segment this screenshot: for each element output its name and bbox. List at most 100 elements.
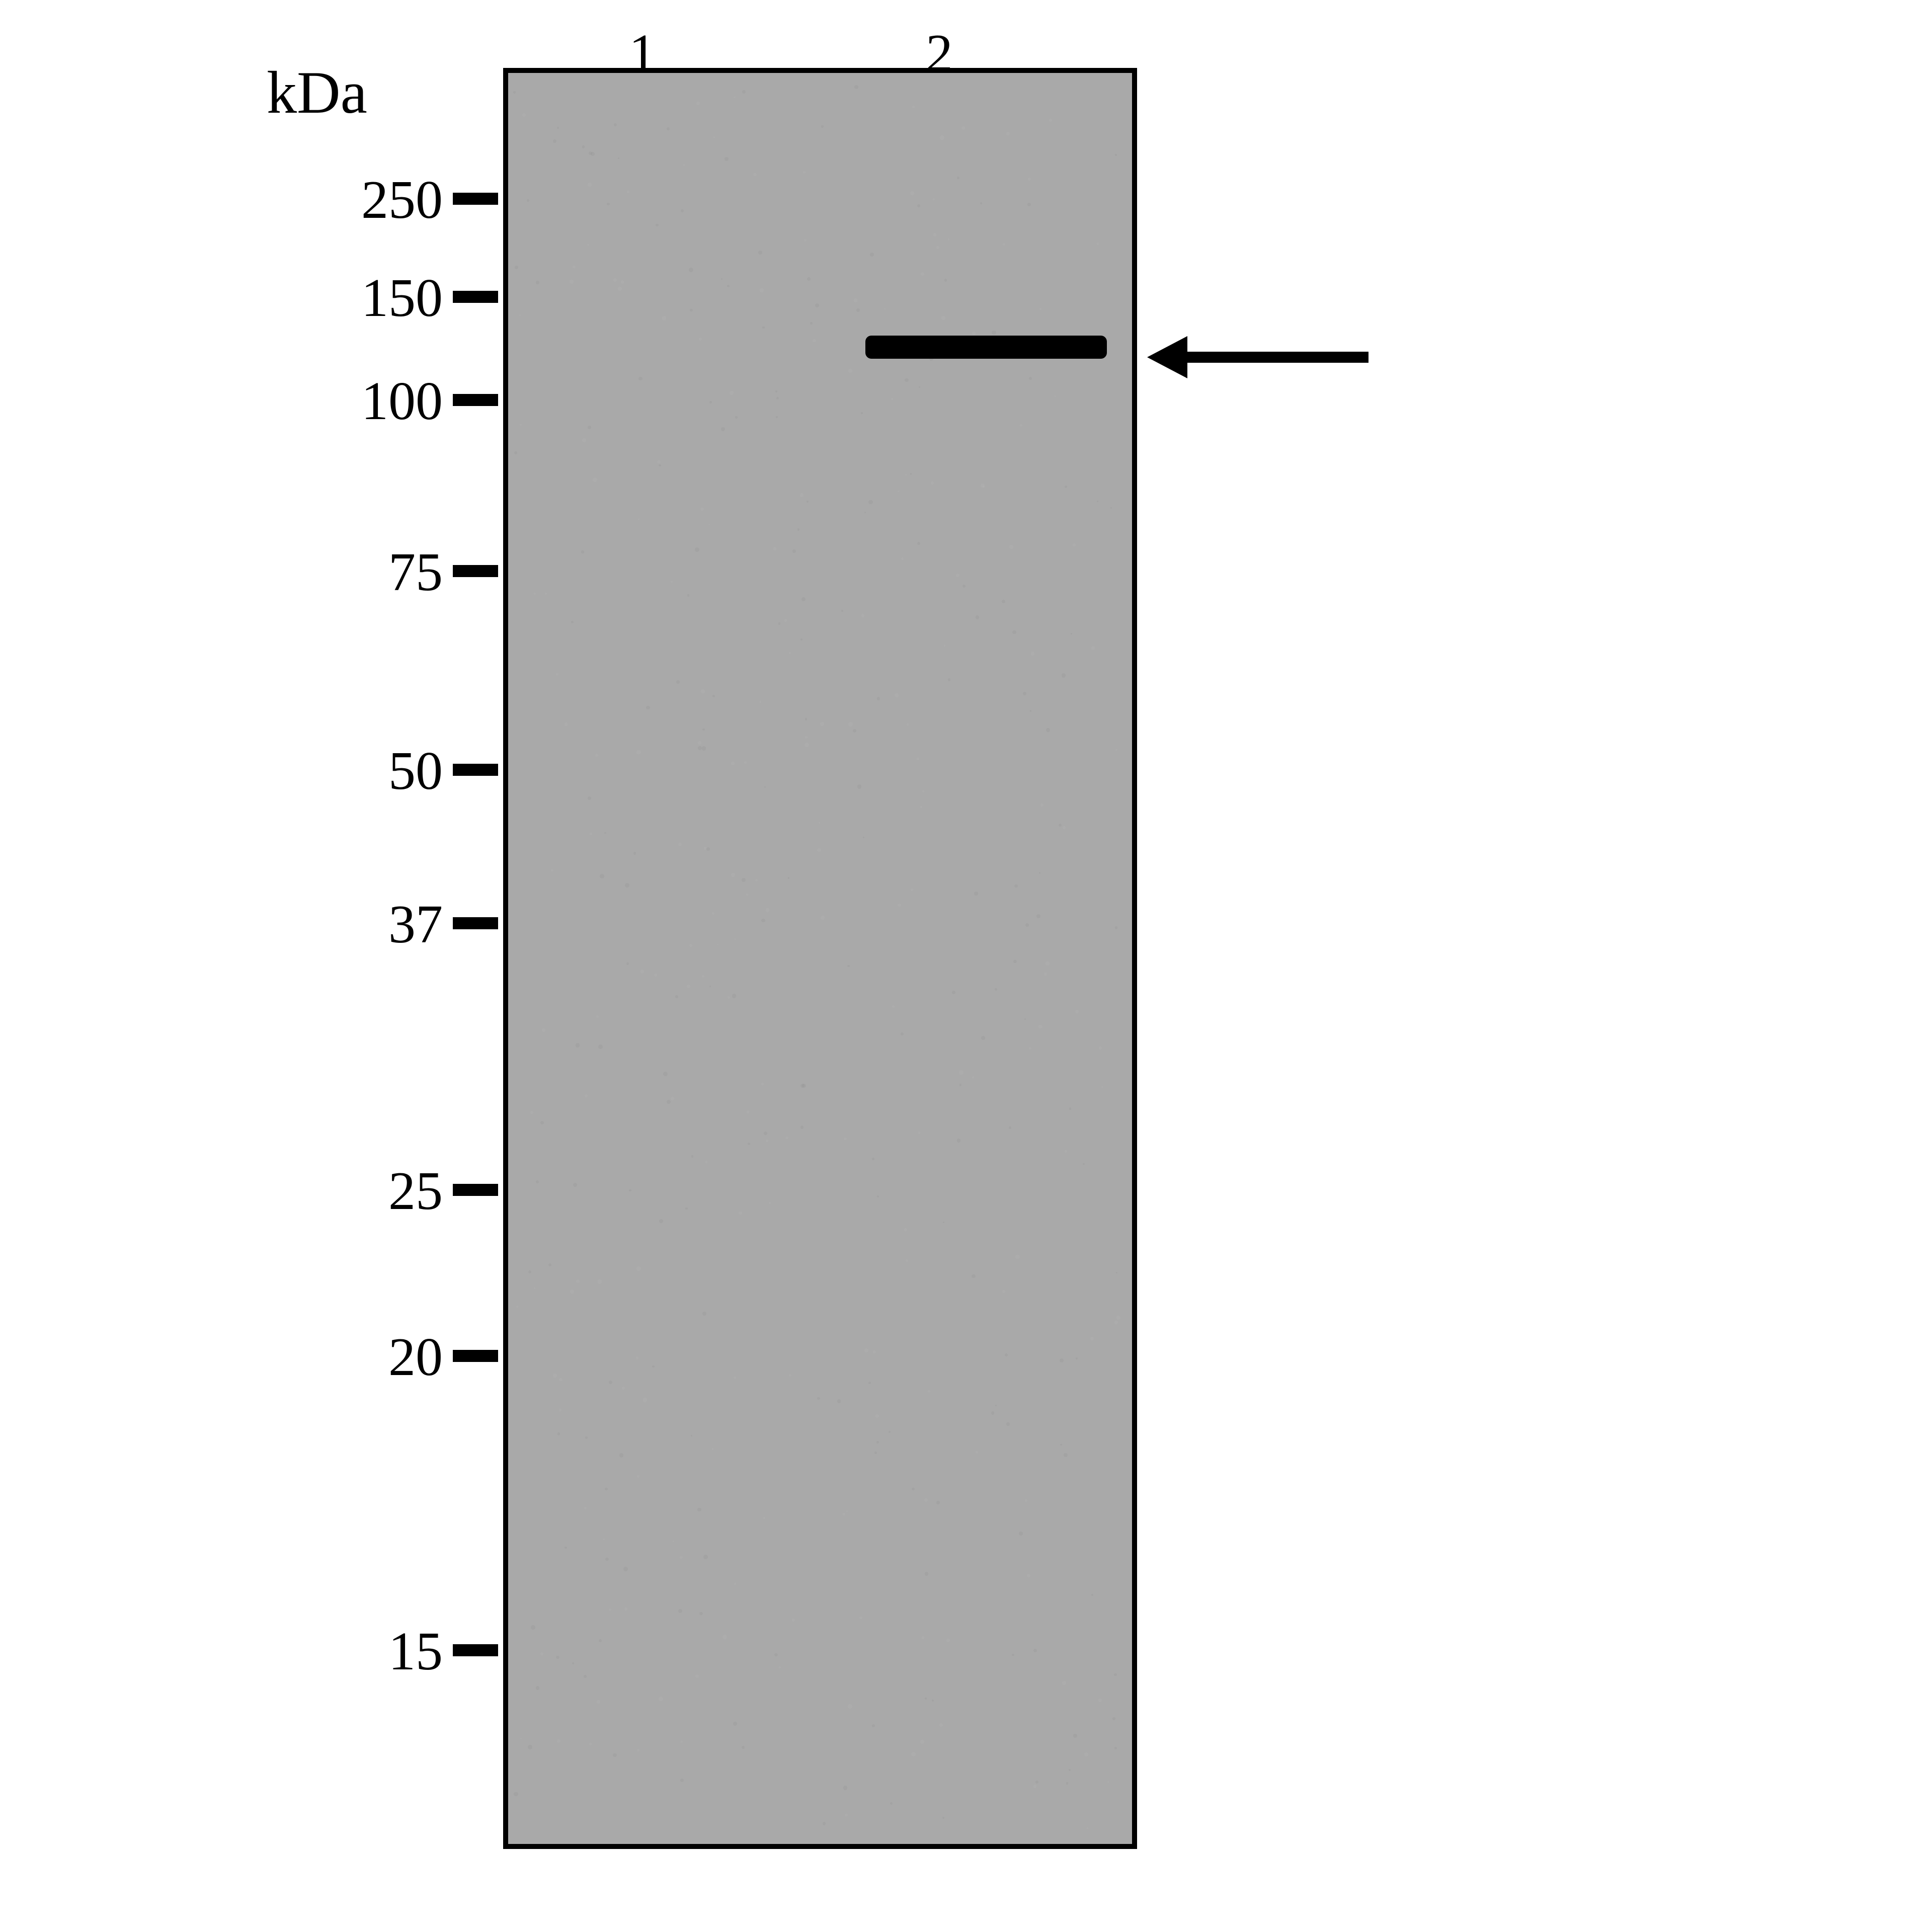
noise-speckle	[1046, 728, 1050, 732]
noise-speckle	[895, 693, 899, 697]
western-blot-figure: kDa 12 250150100755037252015	[0, 0, 1932, 1932]
noise-speckle	[792, 549, 796, 553]
noise-speckle	[910, 473, 912, 475]
noise-speckle	[527, 199, 529, 202]
noise-speckle	[530, 1111, 533, 1114]
noise-speckle	[516, 1306, 518, 1308]
noise-speckle	[1029, 1047, 1031, 1050]
noise-speckle	[815, 303, 819, 307]
mw-label-25: 25	[388, 1160, 443, 1223]
noise-speckle	[922, 790, 924, 792]
noise-speckle	[557, 127, 559, 129]
noise-speckle	[898, 491, 899, 492]
noise-speckle	[884, 308, 886, 309]
noise-speckle	[551, 869, 553, 871]
noise-speckle	[1099, 1046, 1101, 1049]
noise-speckle	[789, 1374, 791, 1377]
noise-speckle	[817, 848, 821, 852]
noise-speckle	[800, 493, 804, 497]
noise-speckle	[636, 1356, 638, 1359]
noise-speckle	[725, 157, 729, 161]
noise-speckle	[656, 224, 658, 226]
noise-speckle	[731, 873, 735, 877]
noise-speckle	[961, 126, 965, 130]
noise-speckle	[762, 327, 764, 329]
noise-speckle	[774, 1653, 778, 1657]
noise-speckle	[1015, 1255, 1019, 1259]
noise-speckle	[877, 1195, 879, 1197]
noise-speckle	[854, 298, 857, 302]
noise-speckle	[901, 557, 904, 560]
noise-speckle	[753, 173, 757, 177]
noise-speckle	[1049, 119, 1052, 122]
noise-speckle	[1039, 872, 1040, 873]
noise-speckle	[652, 1365, 655, 1368]
noise-speckle	[605, 1558, 609, 1561]
noise-speckle	[742, 878, 746, 882]
mw-label-37: 37	[388, 894, 443, 956]
noise-speckle	[823, 1822, 826, 1825]
noise-speckle	[700, 508, 703, 511]
noise-speckle	[1009, 1126, 1011, 1129]
noise-speckle	[1012, 1654, 1014, 1656]
noise-speckle	[943, 1222, 944, 1223]
mw-tick-100	[453, 394, 498, 406]
mw-tick-150	[453, 291, 498, 303]
noise-speckle	[911, 889, 913, 891]
noise-speckle	[1020, 424, 1022, 427]
noise-speckle	[607, 203, 609, 205]
noise-speckle	[576, 1279, 580, 1283]
noise-speckle	[702, 746, 706, 751]
mw-label-20: 20	[388, 1326, 443, 1389]
mw-tick-37	[453, 917, 498, 929]
noise-speckle	[676, 680, 680, 684]
noise-speckle	[747, 1110, 749, 1113]
noise-speckle	[1023, 692, 1026, 695]
noise-speckle	[553, 139, 556, 143]
noise-speckle	[1098, 1699, 1101, 1702]
noise-speckle	[1116, 1272, 1117, 1273]
noise-speckle	[659, 1697, 663, 1701]
noise-speckle	[804, 239, 807, 242]
noise-speckle	[545, 593, 547, 595]
noise-speckle	[744, 761, 747, 764]
noise-speckle	[705, 1161, 707, 1163]
noise-speckle	[706, 847, 710, 851]
noise-speckle	[643, 1398, 647, 1402]
noise-speckle	[1090, 1337, 1094, 1340]
blot-membrane	[503, 68, 1137, 1849]
noise-speckle	[697, 1508, 701, 1511]
noise-speckle	[659, 464, 661, 466]
noise-speckle	[944, 279, 947, 282]
noise-speckle	[598, 1044, 602, 1049]
noise-speckle	[605, 1488, 607, 1490]
noise-speckle	[957, 177, 959, 179]
noise-speckle	[925, 1572, 929, 1576]
noise-speckle	[957, 1139, 960, 1142]
noise-speckle	[1025, 1499, 1027, 1502]
noise-speckle	[1006, 1422, 1009, 1425]
noise-speckle	[925, 1698, 927, 1700]
noise-speckle	[1055, 395, 1056, 397]
noise-speckle	[625, 883, 629, 888]
noise-speckle	[591, 152, 595, 156]
noise-speckle	[856, 308, 860, 312]
noise-speckle	[683, 164, 685, 166]
noise-speckle	[576, 1043, 580, 1047]
noise-speckle	[681, 1741, 683, 1743]
noise-speckle	[755, 879, 758, 881]
noise-speckle	[905, 474, 907, 475]
noise-speckle	[646, 706, 650, 710]
noise-speckle	[528, 1745, 532, 1749]
noise-speckle	[663, 1072, 668, 1076]
noise-speckle	[853, 729, 856, 733]
noise-speckle	[845, 1814, 847, 1816]
noise-speckle	[739, 1212, 742, 1215]
mw-tick-50	[453, 764, 498, 776]
noise-speckle	[593, 477, 597, 482]
noise-speckle	[619, 1453, 623, 1457]
noise-speckle	[590, 833, 592, 835]
noise-speckle	[671, 581, 672, 583]
noise-speckle	[760, 701, 761, 702]
noise-speckle	[1009, 545, 1013, 549]
